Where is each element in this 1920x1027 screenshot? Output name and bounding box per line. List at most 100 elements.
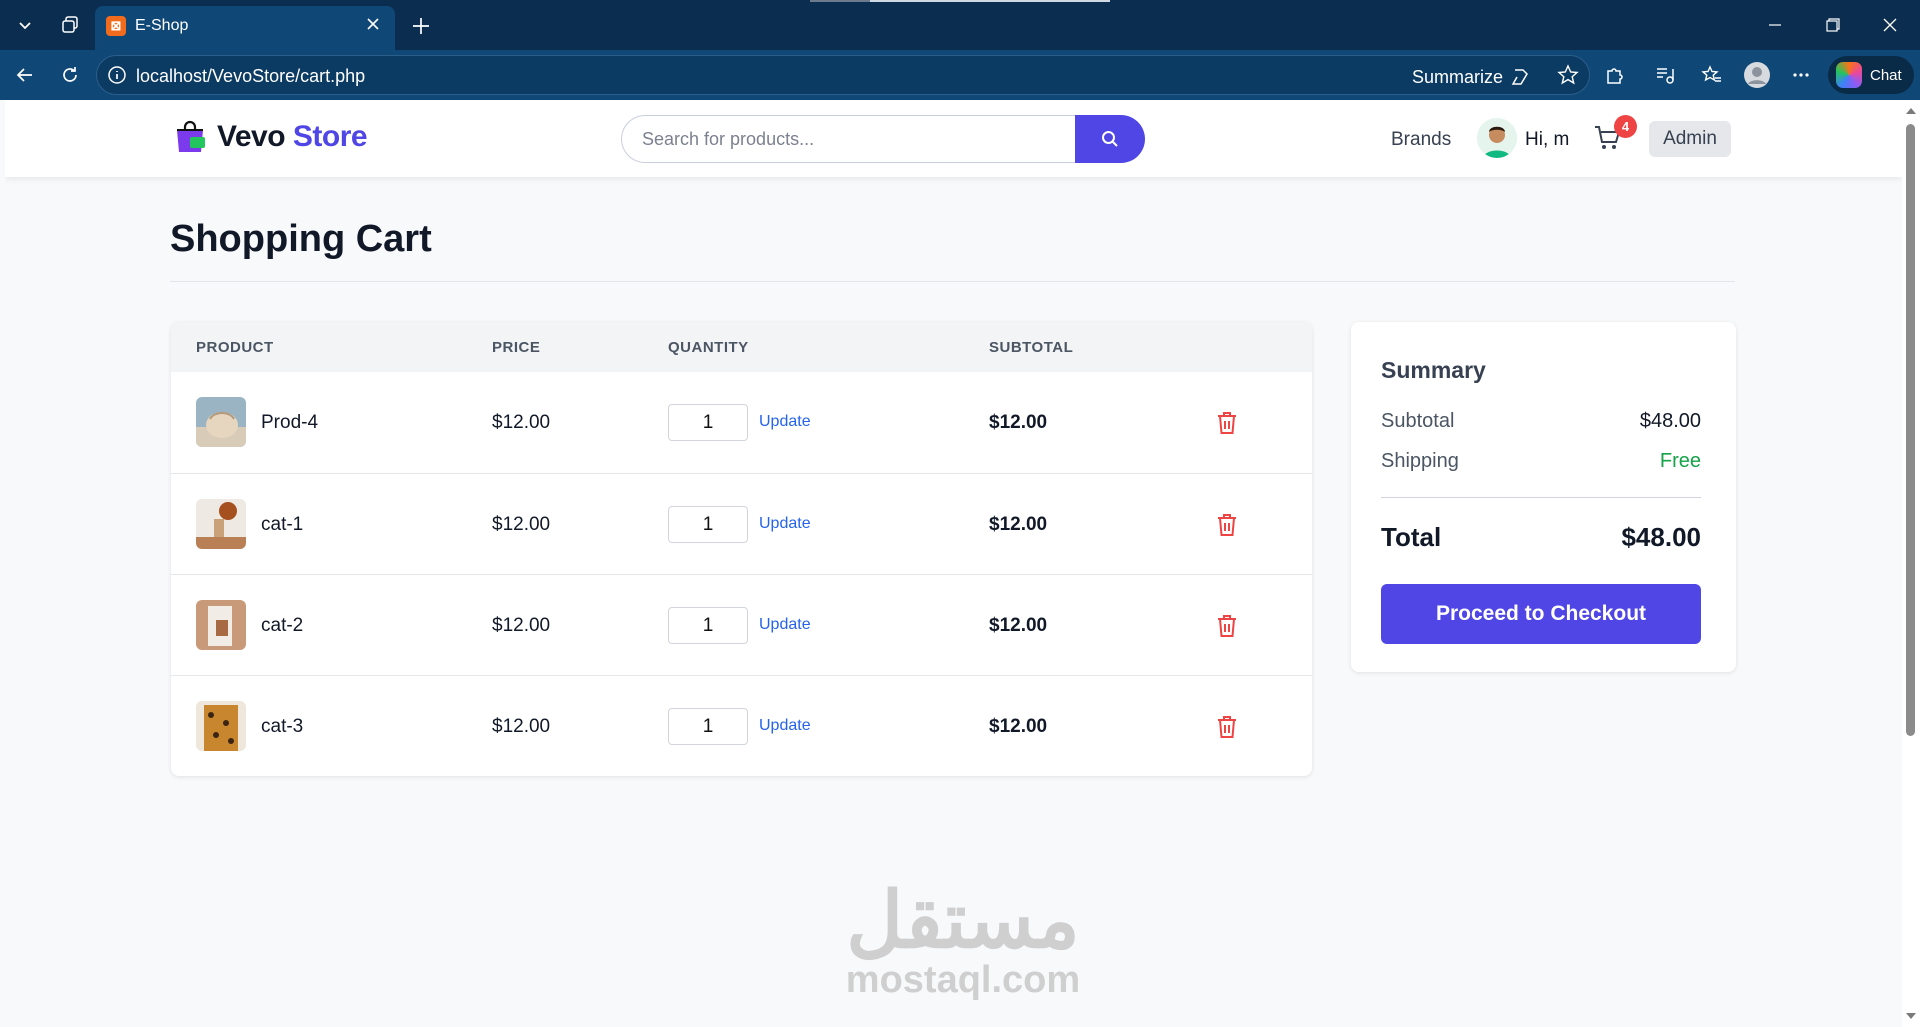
quantity-input[interactable]: 1 [668,708,748,745]
summary-subtotal-row: Subtotal $48.00 [1381,410,1701,433]
address-bar[interactable]: localhost/VevoStore/cart.php Summarize [96,55,1590,95]
shipping-value: Free [1659,450,1701,472]
brand-logo-link[interactable]: Vevo Store [173,120,368,154]
summary-total-row: Total $48.00 [1381,522,1701,553]
product-thumbnail [196,600,246,650]
back-button[interactable] [10,60,40,90]
restore-icon [1826,18,1840,32]
product-thumbnail [196,701,246,751]
update-button[interactable]: Update [759,413,811,430]
cart-table-header: PRODUCT PRICE QUANTITY SUBTOTAL [171,322,1312,372]
total-value: $48.00 [1621,522,1701,552]
product-name[interactable]: cat-1 [261,514,304,535]
product-price: $12.00 [492,412,551,433]
cart-row: Prod-4 $12.00 1 Update $12.00 [171,372,1312,473]
quantity-input[interactable]: 1 [668,607,748,644]
close-window-button[interactable] [1870,10,1910,40]
watermark-arabic: مستقل [846,876,1080,964]
chat-label: Chat [1870,66,1902,84]
quantity-input[interactable]: 1 [668,506,748,543]
copilot-chat-button[interactable]: Chat [1828,56,1914,94]
checkout-button[interactable]: Proceed to Checkout [1381,584,1701,644]
scroll-thumb[interactable] [1906,124,1915,736]
user-avatar-image [1477,118,1517,158]
title-divider [170,281,1735,282]
subtotal-value: $48.00 [1639,410,1701,432]
browser-toolbar: localhost/VevoStore/cart.php Summarize C… [0,50,1920,100]
watermark-latin: mostaql.com [845,959,1081,1001]
info-icon[interactable] [107,65,127,85]
extensions-button[interactable] [1600,60,1630,90]
plus-icon [413,18,429,34]
update-button[interactable]: Update [759,515,811,532]
cart-count-badge: 4 [1614,115,1637,138]
admin-button[interactable]: Admin [1649,121,1731,157]
new-tab-button[interactable] [405,10,437,42]
order-summary: Summary Subtotal $48.00 Shipping Free To… [1351,322,1736,672]
trash-icon[interactable] [1215,613,1239,639]
media-button[interactable] [1650,60,1680,90]
brand-accent: Store [292,120,368,153]
url-text[interactable]: localhost/VevoStore/cart.php [136,66,366,86]
tab-close-button[interactable] [361,12,385,36]
summarize-button[interactable]: Summarize [1412,66,1531,88]
scroll-up-arrow-icon[interactable] [1906,108,1916,114]
column-header-price: PRICE [492,339,541,356]
favorites-button[interactable] [1697,60,1727,90]
nav-brands-link[interactable]: Brands [1391,129,1452,150]
more-menu-button[interactable] [1786,60,1816,90]
brand-main: Vevo [217,120,286,153]
column-header-subtotal: SUBTOTAL [989,339,1074,356]
tab-list-button[interactable] [10,10,40,40]
update-button[interactable]: Update [759,616,811,633]
favorites-list-icon [1701,65,1721,82]
update-button[interactable]: Update [759,717,811,734]
summarize-icon [1511,69,1528,85]
product-name[interactable]: Prod-4 [261,412,319,433]
minimize-icon [1769,24,1781,26]
cart-link[interactable]: 4 [1592,115,1637,158]
trash-icon[interactable] [1215,714,1239,740]
cart-row: cat-3 $12.00 1 Update $12.00 [171,675,1312,776]
shopping-bag-icon [177,120,205,152]
product-subtotal: $12.00 [989,716,1048,737]
product-thumbnail [196,397,246,447]
product-price: $12.00 [492,615,551,636]
total-label: Total [1381,522,1442,552]
search-button[interactable] [1075,115,1145,163]
site-header: Vevo Store Brands Hi, m 4 Admin [5,100,1902,177]
product-thumbnail [196,499,246,549]
favorite-star-icon[interactable] [1557,64,1579,86]
cart-table: PRODUCT PRICE QUANTITY SUBTOTAL Prod-4 $… [171,322,1312,776]
cart-row: cat-2 $12.00 1 Update $12.00 [171,574,1312,675]
profile-button[interactable] [1742,60,1772,90]
workspaces-button[interactable] [55,10,85,40]
minimize-button[interactable] [1755,10,1795,40]
drag-indicator [810,0,1110,2]
bag-product-image [196,397,246,447]
refresh-icon [63,67,77,82]
product-name[interactable]: cat-2 [261,615,304,636]
refresh-button[interactable] [55,60,85,90]
quantity-input[interactable]: 1 [668,404,748,441]
scroll-down-arrow-icon[interactable] [1906,1013,1916,1019]
search-form [621,115,1145,163]
shipping-label: Shipping [1381,450,1459,472]
product-price: $12.00 [492,514,551,535]
product-subtotal: $12.00 [989,615,1048,636]
flower-product-image [196,499,246,549]
tab-eshop[interactable]: ⊠ E-Shop [95,6,395,50]
product-price: $12.00 [492,716,551,737]
workspaces-icon [62,16,78,33]
product-name[interactable]: cat-3 [261,716,304,737]
user-greeting[interactable]: Hi, m [1525,129,1570,150]
restore-button[interactable] [1813,10,1853,40]
brand-name: Vevo Store [217,120,368,154]
trash-icon[interactable] [1215,512,1239,538]
user-avatar[interactable] [1477,118,1517,158]
trash-icon[interactable] [1215,410,1239,436]
page-scrollbar[interactable] [1902,100,1920,1027]
search-input[interactable] [621,115,1075,163]
product-subtotal: $12.00 [989,412,1048,433]
chevron-down-icon [19,22,31,30]
